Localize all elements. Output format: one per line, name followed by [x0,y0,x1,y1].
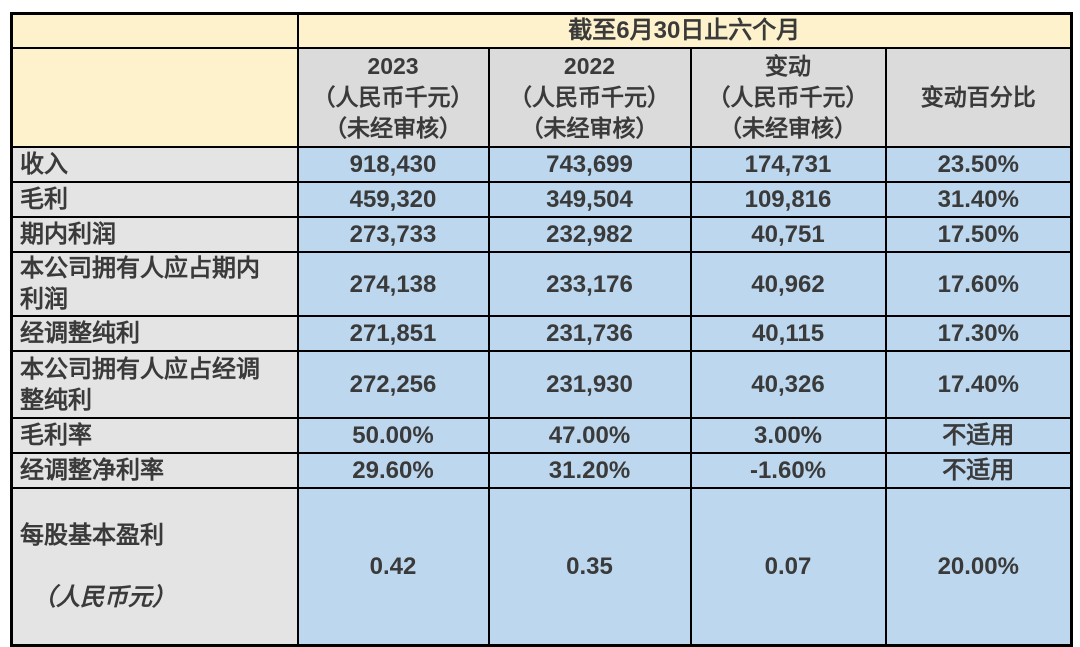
value-cell: 0.07 [689,487,887,647]
value-cell: 31.20% [487,452,692,489]
value-cell: 不适用 [884,417,1073,454]
value-cell: 17.60% [884,251,1073,317]
value-cell: 271,851 [296,315,490,352]
value-cell: 349,504 [487,181,692,218]
row-label: 经调整净利率 [10,452,299,489]
value-cell: 174,731 [689,146,887,183]
header-unit: （人民币千元） [312,84,474,110]
header-label: 变动百分比 [920,84,1036,110]
value-cell: 918,430 [296,146,490,183]
value-cell: 不适用 [884,452,1073,489]
row-label-eps: 每股基本盈利 （人民币元） [10,487,299,647]
header-year: 2023 [367,53,419,79]
table-row-adjusted-profit: 经调整纯利 271,851 231,736 40,115 17.30% [10,315,1073,352]
value-cell: 20.00% [884,487,1073,647]
value-cell: 40,115 [689,315,887,352]
table-row-gross-margin: 毛利率 50.00% 47.00% 3.00% 不适用 [10,417,1073,454]
column-header-row: 2023 （人民币千元） （未经审核） 2022 （人民币千元） （未经审核） … [10,47,1073,148]
value-cell: 3.00% [689,417,887,454]
value-cell: 0.35 [487,487,692,647]
value-cell: 232,982 [487,216,692,253]
value-cell: 17.30% [884,315,1073,352]
value-cell: 17.40% [884,350,1073,419]
column-header-change: 变动 （人民币千元） （未经审核） [689,47,887,148]
value-cell: 0.42 [296,487,490,647]
value-cell: 274,138 [296,251,490,317]
header-year: 变动 [765,53,811,79]
value-cell: 40,751 [689,216,887,253]
header-note: （未经审核） [520,115,659,141]
header-note: （未经审核） [324,115,462,141]
value-cell: 40,962 [689,251,887,317]
value-cell: 17.50% [884,216,1073,253]
table-row-adjusted-net-margin: 经调整净利率 29.60% 31.20% -1.60% 不适用 [10,452,1073,489]
row-label: 经调整纯利 [10,315,299,352]
value-cell: 109,816 [689,181,887,218]
corner-cell [10,12,299,49]
row-label: 每股基本盈利 [20,522,164,549]
period-title: 截至6月30日止六个月 [296,12,1073,49]
value-cell: 23.50% [884,146,1073,183]
column-header-change-pct: 变动百分比 [884,47,1073,148]
value-cell: 273,733 [296,216,490,253]
value-cell: 31.40% [884,181,1073,218]
header-year: 2022 [563,53,616,79]
value-cell: 29.60% [296,452,490,489]
row-label: 收入 [10,146,299,183]
row-label: 毛利率 [10,417,299,454]
header-empty-cell [10,47,299,148]
value-cell: 459,320 [296,181,490,218]
row-label: 本公司拥有人应占经调 整纯利 [10,350,299,419]
row-sublabel: （人民币元） [32,584,176,611]
table-row-basic-eps: 每股基本盈利 （人民币元） 0.42 0.35 0.07 20.00% [10,487,1073,647]
value-cell: 272,256 [296,350,490,419]
table-row-owners-adjusted-profit: 本公司拥有人应占经调 整纯利 272,256 231,930 40,326 17… [10,350,1073,419]
value-cell: 47.00% [487,417,692,454]
financial-table-container: 截至6月30日止六个月 2023 （人民币千元） （未经审核） 2022 （人民… [10,12,1074,647]
value-cell: 50.00% [296,417,490,454]
row-label: 毛利 [10,181,299,218]
value-cell: -1.60% [689,452,887,489]
table-row-gross-profit: 毛利 459,320 349,504 109,816 31.40% [10,181,1073,218]
row-label: 期内利润 [10,216,299,253]
row-label: 本公司拥有人应占期内 利润 [10,251,299,317]
table-row-revenue: 收入 918,430 743,699 174,731 23.50% [10,146,1073,183]
column-header-2022: 2022 （人民币千元） （未经审核） [487,47,692,148]
header-unit: （人民币千元） [509,84,670,110]
column-header-2023: 2023 （人民币千元） （未经审核） [296,47,490,148]
header-unit: （人民币千元） [707,84,869,110]
value-cell: 233,176 [487,251,692,317]
table-row-owners-period-profit: 本公司拥有人应占期内 利润 274,138 233,176 40,962 17.… [10,251,1073,317]
period-title-row: 截至6月30日止六个月 [10,12,1073,49]
value-cell: 743,699 [487,146,692,183]
header-note: （未经审核） [719,115,857,141]
value-cell: 231,736 [487,315,692,352]
table-row-period-profit: 期内利润 273,733 232,982 40,751 17.50% [10,216,1073,253]
value-cell: 40,326 [689,350,887,419]
value-cell: 231,930 [487,350,692,419]
financial-summary-table: 截至6月30日止六个月 2023 （人民币千元） （未经审核） 2022 （人民… [10,12,1074,647]
